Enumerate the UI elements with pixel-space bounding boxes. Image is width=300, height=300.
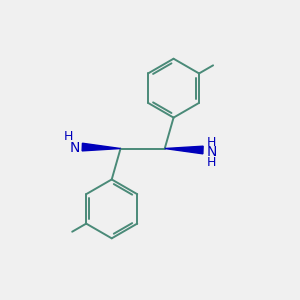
Polygon shape <box>82 143 121 151</box>
Polygon shape <box>165 146 203 154</box>
Text: H: H <box>207 156 216 169</box>
Text: H: H <box>207 136 216 148</box>
Text: N: N <box>207 146 217 159</box>
Text: N: N <box>70 141 80 154</box>
Text: H: H <box>64 130 73 143</box>
